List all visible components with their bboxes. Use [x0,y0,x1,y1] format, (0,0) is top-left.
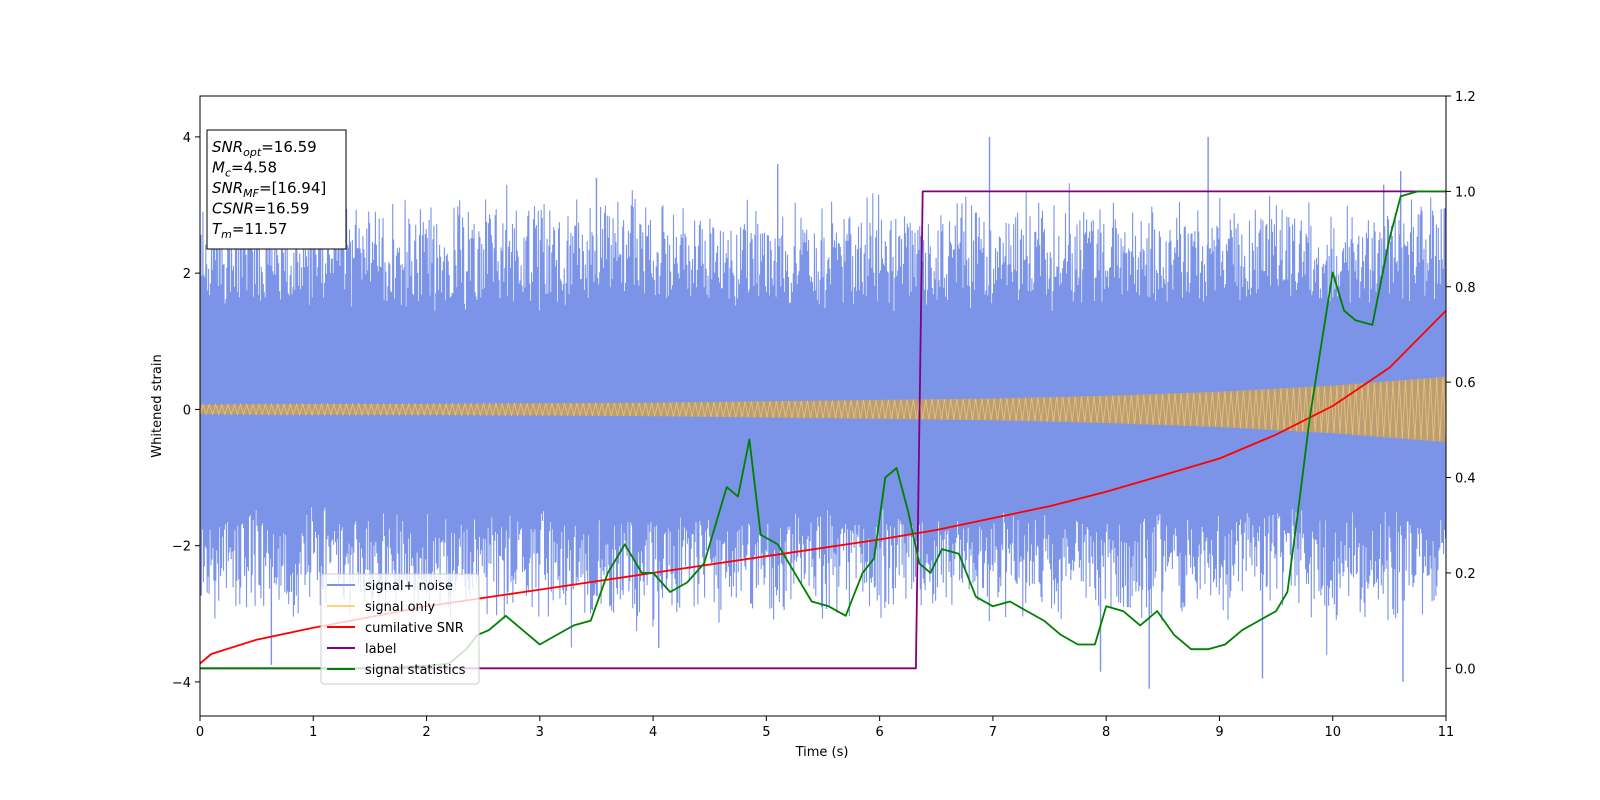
x-tick-label: 11 [1438,725,1455,740]
x-tick-label: 3 [536,725,544,740]
y-axis-right: 0.0 0.2 0.4 0.6 0.8 1.0 1.2 [1446,90,1476,677]
legend-frame [320,573,480,685]
info-box-line: SNRopt=16.59 [212,138,317,159]
y2-tick-label: 0.4 [1455,472,1476,487]
info-box-frame [206,129,347,250]
signal-only-band [200,376,1446,443]
legend-label: signal statistics [365,663,466,678]
x-axis: 0 1 2 3 4 5 6 7 8 9 10 11 [196,716,1454,740]
y2-tick-label: 1.2 [1455,90,1476,105]
info-box-line: Mc=4.58 [212,159,277,180]
signal-statistics-line [200,190,1446,670]
y-tick-label: 0 [183,403,191,418]
x-tick-label: 4 [649,725,657,740]
x-tick-label: 7 [989,725,997,740]
x-tick-label: 0 [196,725,204,740]
y2-tick-label: 0.8 [1455,281,1476,296]
plot-frame [199,95,1447,717]
y-axis-label: Whitened strain [150,354,165,457]
info-box-line: Tm=11.57 [212,220,287,241]
info-box-line: SNRMF=[16.94] [212,179,326,200]
signal-only-line [200,376,1446,443]
x-axis-label: Time (s) [795,745,849,760]
y-tick-label: −4 [172,676,191,691]
x-tick-label: 9 [1215,725,1223,740]
info-box-line: CSNR=16.59 [212,200,309,218]
cumulative-snr-line [200,309,1446,665]
y2-tick-label: 0.2 [1455,567,1476,582]
x-tick-label: 10 [1324,725,1341,740]
x-tick-label: 6 [875,725,883,740]
legend-label: cumilative SNR [365,621,464,636]
x-tick-label: 8 [1102,725,1110,740]
legend-label: signal only [365,600,435,615]
x-tick-label: 5 [762,725,770,740]
info-box: SNRopt=16.59Mc=4.58SNRMF=[16.94]CSNR=16.… [206,129,347,250]
label-line [200,190,1446,670]
x-tick-label: 1 [309,725,317,740]
y-tick-label: 2 [183,267,191,282]
legend-label: signal+ noise [365,579,453,594]
y2-tick-label: 0.0 [1455,662,1476,677]
legend-label: label [365,642,396,657]
y-axis-left: −4 −2 0 2 4 [172,131,200,691]
y-tick-label: 4 [183,131,191,146]
series-layer [200,136,1446,689]
x-tick-label: 2 [422,725,430,740]
y-tick-label: −2 [172,540,191,555]
legend: signal+ noise signal only cumilative SNR la… [320,573,480,685]
y2-tick-label: 1.0 [1455,185,1476,200]
y2-tick-label: 0.6 [1455,376,1476,391]
